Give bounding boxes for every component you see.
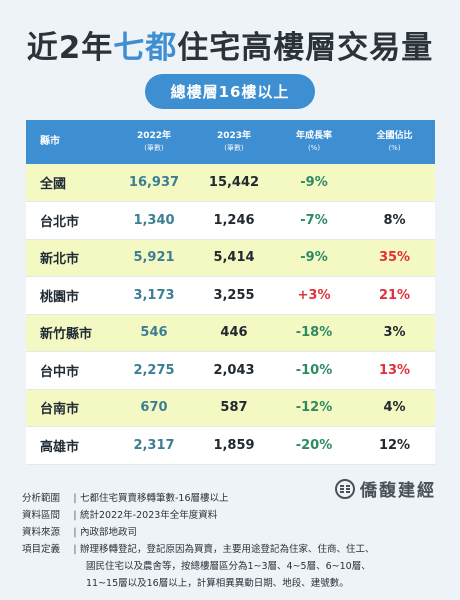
title-highlight: 七都	[113, 30, 178, 66]
note-separator: |	[73, 510, 77, 521]
cell-2023: 1,246	[194, 201, 274, 240]
cell-share: 3%	[354, 314, 435, 352]
page-title: 近2年七都住宅高樓層交易量	[0, 22, 460, 67]
table-row: 台南市 670 587 -12% 4%	[26, 389, 435, 427]
note-value: 內政部地政司	[80, 527, 138, 538]
table-row: 台北市 1,340 1,246 -7% 8%	[26, 201, 435, 240]
cell-2022: 16,937	[114, 164, 194, 202]
header-city: 縣市	[26, 120, 114, 164]
brand-logo-icon	[335, 478, 355, 499]
table-row: 全國 16,937 15,442 -9%	[26, 164, 435, 202]
cell-share	[354, 164, 435, 202]
note-separator: |	[73, 493, 77, 504]
cell-2022: 546	[114, 314, 194, 352]
table-row: 高雄市 2,317 1,859 -20% 12%	[26, 426, 435, 465]
transaction-table: 縣市 2022年 (筆數) 2023年 (筆數) 年成長率 (%) 全國佔比 (%) 全…	[26, 120, 435, 465]
cell-growth: -9%	[274, 164, 354, 202]
cell-growth: +3%	[274, 276, 354, 315]
header-2023: 2023年 (筆數)	[194, 120, 274, 164]
cell-city: 台中市	[26, 351, 114, 390]
cell-share: 8%	[354, 201, 435, 240]
note-row: 資料區間 | 統計2022年-2023年全年度資料	[22, 507, 442, 524]
note-row: 資料來源 | 內政部地政司	[22, 524, 442, 541]
cell-city: 桃園市	[26, 276, 114, 315]
title-part1: 近2年	[26, 30, 114, 66]
note-separator: |	[73, 527, 77, 538]
table-row: 新北市 5,921 5,414 -9% 35%	[26, 239, 435, 277]
table-row: 台中市 2,275 2,043 -10% 13%	[26, 351, 435, 390]
cell-growth: -12%	[274, 389, 354, 427]
table-row: 桃園市 3,173 3,255 +3% 21%	[26, 276, 435, 315]
cell-2023: 15,442	[194, 164, 274, 202]
cell-city: 台北市	[26, 201, 114, 240]
brand-logo-block: 僑馥建經	[335, 476, 436, 501]
note-row: 分析範圍 | 七都住宅買賣移轉筆數-16層樓以上	[22, 490, 442, 507]
cell-city: 台南市	[26, 389, 114, 427]
cell-2023: 1,859	[194, 426, 274, 465]
cell-2023: 5,414	[194, 239, 274, 277]
cell-city: 高雄市	[26, 426, 114, 465]
cell-growth: -7%	[274, 201, 354, 240]
cell-2022: 5,921	[114, 239, 194, 277]
table-header-row: 縣市 2022年 (筆數) 2023年 (筆數) 年成長率 (%) 全國佔比 (%)	[26, 120, 435, 164]
title-part2: 住宅高樓層交易量	[177, 30, 434, 66]
cell-2023: 2,043	[194, 351, 274, 390]
brand-name: 僑馥建經	[360, 481, 436, 501]
subtitle-pill: 總樓層16樓以上	[144, 74, 316, 109]
cell-share: 12%	[354, 426, 435, 465]
header-share: 全國佔比 (%)	[354, 120, 435, 164]
cell-city: 新竹縣市	[26, 314, 114, 352]
cell-growth: -9%	[274, 239, 354, 277]
subtitle-container: 總樓層16樓以上	[0, 74, 460, 109]
cell-growth: -18%	[274, 314, 354, 352]
cell-2022: 1,340	[114, 201, 194, 240]
cell-city: 全國	[26, 164, 114, 202]
cell-2022: 3,173	[114, 276, 194, 315]
cell-share: 21%	[354, 276, 435, 315]
cell-share: 4%	[354, 389, 435, 427]
cell-city: 新北市	[26, 239, 114, 277]
note-row: 項目定義 | 辦理移轉登記，登記原因為買賣，主要用途登記為住家、住商、住工、 國…	[22, 541, 442, 592]
note-key: 項目定義	[22, 544, 61, 555]
cell-share: 35%	[354, 239, 435, 277]
header-2022: 2022年 (筆數)	[114, 120, 194, 164]
cell-growth: -10%	[274, 351, 354, 390]
note-separator: |	[73, 544, 77, 555]
note-key: 資料區間	[22, 510, 61, 521]
header-growth: 年成長率 (%)	[274, 120, 354, 164]
cell-share: 13%	[354, 351, 435, 390]
note-value: 七都住宅買賣移轉筆數-16層樓以上	[80, 493, 229, 504]
note-value: 辦理移轉登記，登記原因為買賣，主要用途登記為住家、住商、住工、 國民住宅以及農舍…	[80, 544, 375, 589]
note-value: 統計2022年-2023年全年度資料	[80, 510, 218, 521]
cell-2022: 2,275	[114, 351, 194, 390]
cell-2023: 587	[194, 389, 274, 427]
table-row: 新竹縣市 546 446 -18% 3%	[26, 314, 435, 352]
cell-2022: 670	[114, 389, 194, 427]
note-key: 分析範圍	[22, 493, 61, 504]
cell-2023: 3,255	[194, 276, 274, 315]
cell-2022: 2,317	[114, 426, 194, 465]
notes-section: 分析範圍 | 七都住宅買賣移轉筆數-16層樓以上 資料區間 | 統計2022年-…	[22, 490, 442, 592]
note-key: 資料來源	[22, 527, 61, 538]
cell-growth: -20%	[274, 426, 354, 465]
cell-2023: 446	[194, 314, 274, 352]
